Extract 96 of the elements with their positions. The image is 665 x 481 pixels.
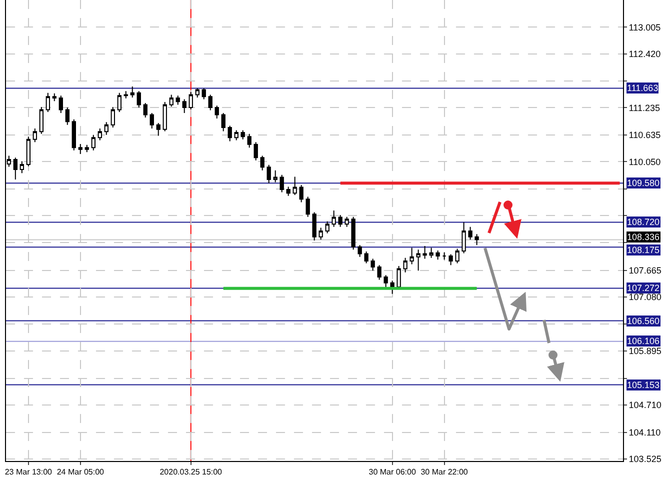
candlestick	[188, 92, 193, 110]
candlestick	[299, 184, 304, 203]
candlestick	[266, 164, 271, 184]
x-tick-label: 30 Mar 06:00	[368, 468, 416, 477]
candlestick	[377, 264, 382, 280]
candlestick	[98, 128, 102, 141]
candlestick	[390, 280, 394, 294]
candlestick	[136, 90, 141, 108]
ref-line-label: 106.106	[627, 336, 660, 346]
candlestick	[208, 94, 212, 111]
y-tick-label: 111.235	[628, 102, 660, 113]
y-tick-label: 107.665	[628, 266, 662, 276]
candlestick	[358, 244, 362, 258]
candlestick	[214, 105, 219, 119]
candlestick	[65, 107, 70, 126]
candlestick	[26, 136, 31, 167]
candlestick	[234, 130, 238, 141]
candlestick	[169, 94, 174, 108]
candlestick	[292, 176, 297, 196]
candlestick	[474, 234, 479, 246]
candlestick	[162, 102, 167, 132]
candlestick	[436, 250, 440, 260]
candlestick	[32, 128, 38, 143]
y-tick-label: 105.895	[628, 346, 662, 356]
candlestick	[468, 226, 472, 240]
candlestick	[110, 106, 115, 128]
candlestick	[273, 170, 278, 183]
candlestick	[150, 112, 154, 129]
candlestick	[384, 274, 388, 288]
candlestick	[364, 250, 368, 264]
candlestick	[410, 247, 414, 265]
candlestick	[78, 143, 82, 154]
y-tick-label: 113.005	[628, 22, 661, 32]
y-tick-label: 107.080	[628, 292, 662, 302]
ref-line-label: 108.175	[627, 245, 660, 255]
candlestick	[143, 102, 148, 118]
candlestick	[247, 133, 252, 148]
y-tick-label: 103.525	[628, 454, 662, 464]
candlestick	[221, 112, 226, 132]
candlestick	[338, 214, 342, 228]
candlestick	[240, 130, 245, 140]
ref-line-label: 105.153	[627, 380, 660, 390]
candlestick	[370, 258, 375, 272]
candlestick	[455, 248, 460, 264]
x-tick-label: 30 Mar 22:00	[420, 468, 468, 477]
ref-line-label: 109.580	[627, 178, 660, 188]
candlestick	[422, 245, 427, 260]
ref-line-label: 111.663	[627, 83, 658, 93]
y-tick-label: 104.710	[628, 400, 662, 410]
candlestick	[280, 174, 284, 193]
candlestick	[84, 144, 89, 153]
candlestick	[260, 155, 264, 171]
candlestick	[39, 106, 44, 134]
candlestick	[72, 118, 76, 151]
candlestick	[286, 186, 290, 196]
x-tick-label: 2020.03.25 15:00	[160, 468, 223, 477]
ref-line-label: 108.720	[627, 217, 660, 227]
y-tick-label: 104.110	[628, 427, 661, 438]
candlestick	[403, 257, 408, 273]
candlestick	[351, 216, 356, 250]
ref-line-label: 107.272	[627, 283, 660, 293]
candlestick	[20, 160, 24, 174]
candlestick	[46, 92, 50, 113]
y-tick-label: 112.420	[628, 48, 661, 59]
candlestick	[124, 90, 128, 99]
candlestick	[156, 122, 160, 136]
x-tick-label: 23 Mar 13:00	[4, 468, 53, 477]
candlestick	[254, 142, 258, 161]
y-tick-label: 110.635	[628, 130, 661, 140]
candlestick	[202, 88, 206, 100]
candlestick	[117, 92, 122, 113]
candlestick	[176, 95, 180, 106]
candlestick	[13, 157, 18, 180]
candlestick	[58, 95, 63, 114]
candlestick	[306, 196, 310, 218]
candlestick	[130, 86, 134, 98]
candlestick	[325, 220, 330, 234]
candlestick	[416, 249, 420, 272]
y-tick-label: 110.050	[628, 156, 661, 167]
candlestick	[104, 122, 108, 136]
ref-line-label: 108.336	[627, 232, 660, 242]
candlestick	[429, 247, 434, 258]
candlestick	[195, 88, 200, 98]
x-tick-label: 24 Mar 05:00	[56, 468, 105, 477]
candlestick	[52, 92, 56, 102]
candlestick	[462, 222, 466, 254]
candlestick	[182, 98, 186, 114]
candlestick	[312, 212, 316, 242]
candlestick	[448, 254, 453, 266]
ref-line-label: 106.560	[627, 316, 660, 326]
candlestick	[332, 210, 336, 228]
candlestick	[91, 134, 96, 151]
candlestick	[442, 252, 446, 260]
candlestick	[228, 125, 232, 142]
candlestick	[318, 227, 323, 240]
candlestick	[344, 216, 349, 228]
